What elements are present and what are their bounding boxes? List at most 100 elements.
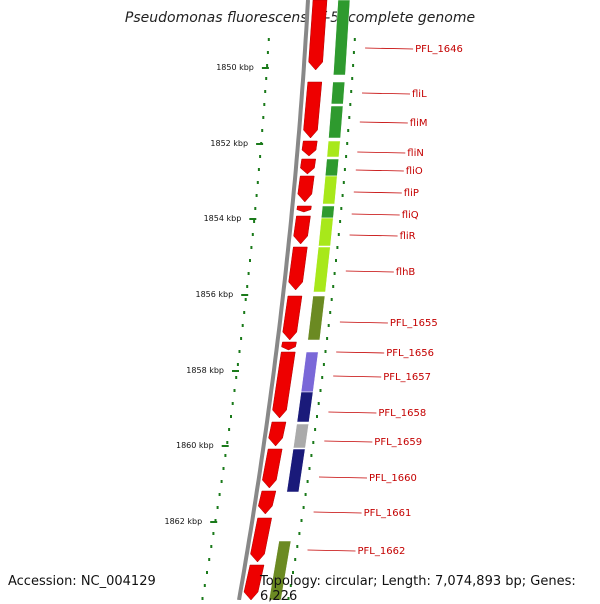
tick-dot <box>348 116 351 119</box>
gene-leader <box>365 47 414 50</box>
tick-dot <box>263 103 266 106</box>
tick-dot <box>266 64 269 67</box>
gene-label: PFL_1646 <box>415 44 463 55</box>
gene-label: PFL_1659 <box>374 437 422 448</box>
tick-dot <box>244 298 247 301</box>
tick-dot <box>310 454 313 457</box>
cog-box <box>326 140 341 158</box>
tick-dot <box>296 545 299 548</box>
coordinate-label: 1856 kbp <box>195 290 233 299</box>
tick-dot <box>210 545 213 548</box>
tick-dot <box>201 597 204 600</box>
tick-dot <box>349 103 352 106</box>
coordinate-label: 1854 kbp <box>204 214 242 223</box>
tick-dot <box>322 363 325 366</box>
gene-leader <box>345 270 394 273</box>
tick-dot <box>345 155 348 158</box>
tick-dot <box>352 51 355 54</box>
tick-dot <box>230 415 232 418</box>
tick-dot <box>298 532 301 535</box>
tick-dot <box>289 584 292 587</box>
tick-dot <box>266 51 269 54</box>
cds-track <box>243 0 328 600</box>
gene-leader <box>339 321 388 324</box>
gene-leader <box>353 191 402 194</box>
cog-box <box>307 295 326 341</box>
tick-dot <box>251 233 254 236</box>
cog-box <box>322 175 338 205</box>
map-title: Pseudomonas fluorescens Pf-5, complete g… <box>124 10 476 26</box>
coordinate-labels: 1850 kbp 1852 kbp 1854 kbp 1856 kbp 1858 kbp… <box>164 63 269 526</box>
tick-dot <box>224 454 227 457</box>
gene-leader <box>328 411 377 414</box>
tick-dot <box>250 246 253 249</box>
tick-dot <box>243 311 246 314</box>
tick-dot <box>259 155 262 158</box>
cds-arrow <box>282 295 303 341</box>
gene-label: fliM <box>410 118 428 129</box>
cog-box <box>300 351 319 393</box>
tick-dot <box>287 597 290 600</box>
cds-arrow <box>250 517 272 563</box>
gene-label: PFL_1656 <box>386 348 434 359</box>
tick-dot <box>306 480 309 483</box>
tick-dot <box>265 77 268 80</box>
tick-dot <box>206 571 208 574</box>
tick-dot <box>340 207 343 210</box>
tick-dot <box>240 337 243 340</box>
tick-dot <box>321 376 324 379</box>
tick-dot <box>262 116 265 119</box>
tick-dot <box>253 220 256 223</box>
tick-dot <box>261 129 264 132</box>
coordinate-label: 1850 kbp <box>216 63 254 72</box>
gene-label: fliO <box>406 166 423 177</box>
gene-leader <box>359 121 408 124</box>
tick-dot <box>312 441 315 444</box>
coordinate-label: 1852 kbp <box>210 139 248 148</box>
tick-dot <box>346 142 349 145</box>
tick-dot <box>238 350 241 353</box>
tick-dots <box>201 38 270 600</box>
tick-dot <box>308 467 311 470</box>
tick-dot <box>314 428 317 431</box>
cds-arrow <box>293 215 311 245</box>
cog-box <box>324 158 340 177</box>
tick-dot <box>249 259 251 262</box>
gene-label: fliR <box>400 231 416 242</box>
gene-leader <box>318 476 368 479</box>
cds-arrow <box>288 246 308 291</box>
tick-dot <box>336 246 339 249</box>
tick-dot <box>254 207 257 210</box>
gene-label: PFL_1661 <box>364 508 412 519</box>
gene-leader <box>336 351 385 354</box>
gene-leader <box>324 440 373 443</box>
tick-dot <box>302 506 305 509</box>
cds-arrow <box>243 564 265 600</box>
gene-label: fliL <box>412 89 427 100</box>
gene-leader <box>307 549 356 552</box>
cds-arrow <box>303 81 323 139</box>
tick-dot <box>214 519 217 522</box>
tick-dot <box>339 220 342 223</box>
tick-dot <box>235 376 238 379</box>
tick-dot <box>335 259 337 262</box>
major-tick <box>241 294 249 296</box>
gene-label: PFL_1662 <box>358 546 406 557</box>
tick-dot <box>247 272 250 275</box>
cds-arrow <box>297 175 315 203</box>
cog-box <box>286 448 306 493</box>
gene-label: PFL_1657 <box>383 372 431 383</box>
gene-leader <box>351 213 400 216</box>
tick-dot <box>326 337 329 340</box>
gene-label: PFL_1658 <box>378 408 426 419</box>
tick-dot <box>233 389 236 392</box>
cds-arrow <box>262 448 283 489</box>
cds-arrow <box>296 205 312 213</box>
cds-arrow <box>308 0 328 71</box>
major-tick <box>249 218 257 220</box>
cog-box <box>296 391 314 423</box>
gene-label: PFL_1660 <box>369 473 417 484</box>
tick-dot <box>342 181 345 184</box>
major-tick <box>256 143 264 145</box>
